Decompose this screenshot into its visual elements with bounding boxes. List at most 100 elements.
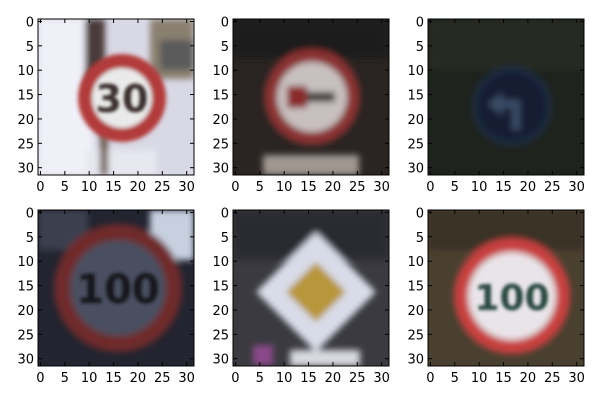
y-tick-label: 15	[407, 280, 424, 295]
y-tick-label: 0	[416, 15, 424, 30]
x-tick-label: 15	[300, 371, 317, 386]
panel-1-sign-text: 30	[96, 77, 149, 121]
x-tick-label: 20	[325, 371, 342, 386]
x-tick-label: 30	[568, 371, 585, 386]
x-tick-label: 10	[81, 180, 98, 195]
y-tick-label: 20	[17, 113, 34, 128]
panel-2-image	[233, 19, 389, 175]
y-tick-label: 20	[212, 113, 229, 128]
x-tick-label: 5	[451, 180, 459, 195]
y-tick-label: 20	[212, 304, 229, 319]
y-tick-label: 25	[407, 137, 424, 152]
x-tick-label: 10	[276, 180, 293, 195]
x-tick-label: 0	[426, 180, 434, 195]
x-tick-label: 0	[36, 371, 44, 386]
y-tick-label: 30	[17, 162, 34, 177]
panel-6-sign-text: 100	[474, 278, 549, 319]
x-tick-label: 0	[36, 180, 44, 195]
panel-3-image	[428, 19, 584, 175]
y-tick-label: 25	[212, 137, 229, 152]
x-tick-label: 5	[61, 371, 69, 386]
y-tick-label: 5	[26, 40, 34, 55]
y-tick-label: 0	[221, 206, 229, 221]
panel-4-frame	[37, 209, 195, 367]
x-tick-label: 30	[373, 180, 390, 195]
y-tick-label: 0	[221, 15, 229, 30]
y-tick-label: 10	[407, 255, 424, 270]
x-tick-label: 0	[426, 371, 434, 386]
y-tick-label: 20	[407, 304, 424, 319]
y-tick-label: 25	[17, 137, 34, 152]
x-tick-label: 5	[256, 180, 264, 195]
panel-6-image: 100	[428, 210, 584, 366]
panel-4-sign-text: 100	[76, 267, 160, 313]
panel-3-frame	[427, 18, 585, 176]
x-tick-label: 10	[471, 180, 488, 195]
y-tick-label: 5	[221, 231, 229, 246]
x-tick-label: 25	[349, 371, 366, 386]
y-tick-label: 15	[212, 89, 229, 104]
y-tick-label: 15	[17, 280, 34, 295]
x-tick-label: 30	[178, 371, 195, 386]
y-tick-label: 0	[26, 15, 34, 30]
x-tick-label: 5	[61, 180, 69, 195]
x-tick-label: 15	[300, 180, 317, 195]
x-tick-label: 25	[154, 371, 171, 386]
y-tick-label: 30	[407, 353, 424, 368]
x-tick-label: 15	[105, 371, 122, 386]
x-tick-label: 20	[325, 180, 342, 195]
panel-6-frame	[427, 209, 585, 367]
y-tick-label: 30	[407, 162, 424, 177]
x-tick-label: 5	[256, 371, 264, 386]
x-tick-label: 15	[495, 371, 512, 386]
y-tick-label: 10	[17, 64, 34, 79]
y-tick-label: 20	[407, 113, 424, 128]
x-tick-label: 10	[276, 371, 293, 386]
x-tick-label: 20	[130, 180, 147, 195]
panel-5-frame	[232, 209, 390, 367]
y-tick-label: 30	[17, 353, 34, 368]
y-tick-label: 0	[26, 206, 34, 221]
panel-4-image: 100	[38, 210, 194, 366]
panel-1-image: 30	[38, 19, 194, 175]
panel-5-image	[233, 210, 389, 366]
x-tick-label: 20	[130, 371, 147, 386]
x-tick-label: 0	[231, 180, 239, 195]
x-tick-label: 30	[568, 180, 585, 195]
x-tick-label: 25	[154, 180, 171, 195]
y-tick-label: 15	[407, 89, 424, 104]
panel-2-frame	[232, 18, 390, 176]
y-tick-label: 25	[212, 328, 229, 343]
panel-1-frame	[37, 18, 195, 176]
x-tick-label: 0	[231, 371, 239, 386]
x-tick-label: 25	[544, 371, 561, 386]
y-tick-label: 5	[26, 231, 34, 246]
x-tick-label: 25	[544, 180, 561, 195]
y-tick-label: 10	[212, 64, 229, 79]
y-tick-label: 15	[212, 280, 229, 295]
y-tick-label: 25	[17, 328, 34, 343]
y-tick-label: 30	[212, 162, 229, 177]
y-tick-label: 10	[17, 255, 34, 270]
x-tick-label: 15	[495, 180, 512, 195]
y-tick-label: 5	[416, 40, 424, 55]
x-tick-label: 30	[373, 371, 390, 386]
y-tick-label: 20	[17, 304, 34, 319]
y-tick-label: 5	[416, 231, 424, 246]
x-tick-label: 30	[178, 180, 195, 195]
y-tick-label: 15	[17, 89, 34, 104]
y-tick-label: 10	[407, 64, 424, 79]
y-tick-label: 10	[212, 255, 229, 270]
y-tick-label: 30	[212, 353, 229, 368]
y-tick-label: 5	[221, 40, 229, 55]
y-tick-label: 25	[407, 328, 424, 343]
y-tick-label: 0	[416, 206, 424, 221]
x-tick-label: 20	[520, 180, 537, 195]
